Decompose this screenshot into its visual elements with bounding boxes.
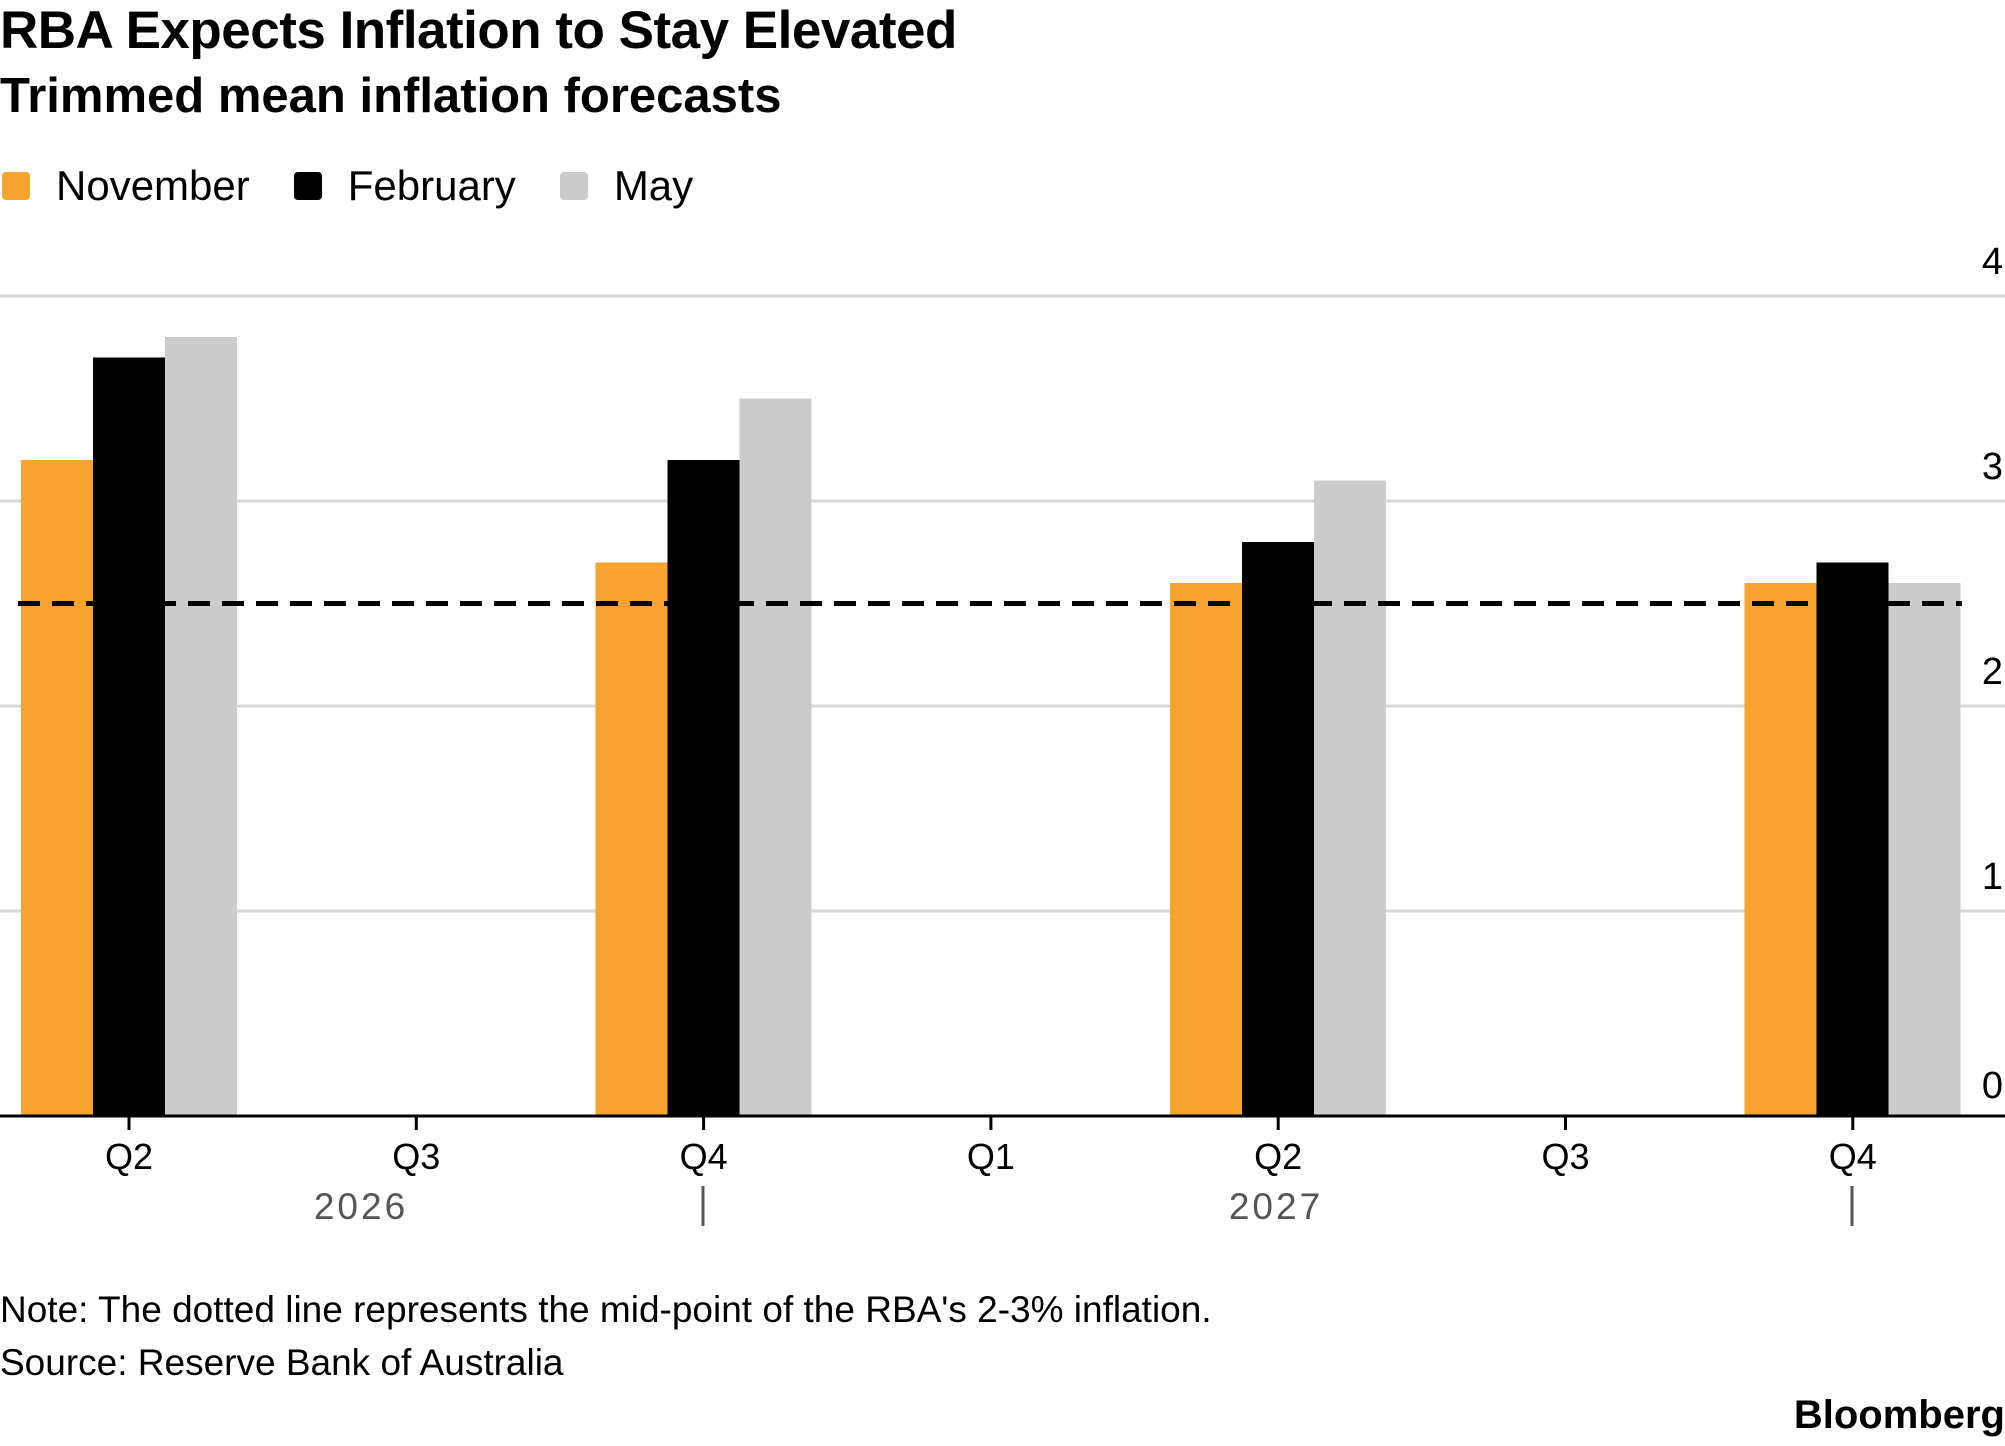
bar-february bbox=[1242, 542, 1314, 1116]
x-tick-label: Q4 bbox=[680, 1136, 728, 1177]
x-tick-label: Q4 bbox=[1829, 1136, 1877, 1177]
chart-legend: November February May bbox=[2, 158, 737, 214]
bar-november bbox=[21, 460, 93, 1116]
x-tick-label: Q3 bbox=[1541, 1136, 1589, 1177]
chart-note: Note: The dotted line represents the mid… bbox=[0, 1289, 1212, 1330]
bar-may bbox=[1314, 480, 1386, 1116]
legend-swatch-may bbox=[559, 172, 588, 200]
bloomberg-logo: Bloomberg bbox=[1793, 1393, 2005, 1437]
legend-item-november: November bbox=[2, 158, 250, 214]
y-tick-label: 1 bbox=[1982, 856, 2003, 898]
legend-swatch-february bbox=[293, 172, 322, 200]
bar-february bbox=[1816, 562, 1889, 1116]
bar-february bbox=[667, 460, 740, 1116]
bar-may bbox=[165, 337, 237, 1116]
x-tick-label: Q1 bbox=[967, 1136, 1015, 1177]
x-tick-label: Q3 bbox=[392, 1136, 440, 1177]
y-tick-label: 4 bbox=[1982, 241, 2003, 283]
y-tick-label: 2 bbox=[1982, 651, 2003, 693]
x-year-label: 2026 bbox=[314, 1186, 408, 1227]
bar-november bbox=[595, 562, 668, 1116]
bar-february bbox=[93, 357, 165, 1116]
x-year-label: 2027 bbox=[1229, 1186, 1323, 1227]
chart-title: RBA Expects Inflation to Stay Elevated bbox=[0, 1, 957, 60]
bar-may bbox=[1888, 583, 1961, 1116]
chart-subtitle: Trimmed mean inflation forecasts bbox=[0, 69, 782, 123]
legend-label-may: May bbox=[613, 162, 694, 209]
legend-item-february: February bbox=[293, 158, 516, 214]
y-tick-label: 3 bbox=[1982, 446, 2003, 488]
legend-label-november: November bbox=[56, 162, 250, 209]
x-tick-label: Q2 bbox=[1254, 1136, 1302, 1177]
legend-swatch-november bbox=[2, 172, 30, 200]
x-tick-label: Q2 bbox=[105, 1136, 153, 1177]
bar-may bbox=[739, 398, 812, 1116]
chart-source: Source: Reserve Bank of Australia bbox=[0, 1342, 564, 1383]
bar-november bbox=[1744, 583, 1817, 1116]
bar-november bbox=[1170, 583, 1242, 1116]
bar-chart: 0 1 2 3 4 Q2 Q3 Q4 Q1 Q2 Q3 Q4 2026 2027 bbox=[0, 241, 2005, 1227]
y-tick-label: 0 bbox=[1982, 1065, 2003, 1107]
legend-label-february: February bbox=[347, 162, 516, 209]
legend-item-may: May bbox=[559, 158, 694, 214]
